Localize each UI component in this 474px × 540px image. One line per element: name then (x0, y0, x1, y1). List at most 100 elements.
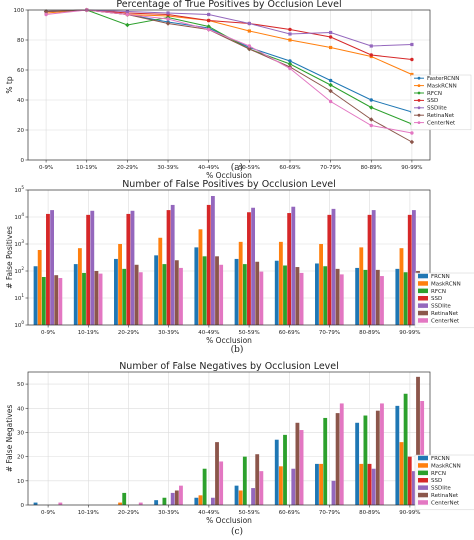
bar-RFCN (242, 456, 247, 505)
x-tick-label: 20-29% (118, 510, 139, 516)
y-tick-label: 0 (21, 503, 25, 509)
bar-FRCNN (315, 463, 319, 505)
bar-SSDlite (210, 195, 215, 325)
legend-swatch (418, 296, 428, 301)
bar-SSDlite (50, 210, 55, 325)
legend-label-MaskRCNN: MaskRCNN (431, 281, 461, 287)
bar-SSD (46, 213, 50, 325)
bar-SSDlite (411, 471, 416, 505)
data-point (410, 72, 414, 77)
bar-CenterNet (219, 264, 224, 325)
legend-label-MaskRCNN: MaskRCNN (431, 463, 461, 469)
bar-SSDlite (170, 492, 175, 505)
legend-marker (417, 91, 421, 95)
bar-SSDlite (90, 210, 95, 325)
legend-marker (417, 113, 421, 117)
bar-RetinaNet (174, 260, 179, 325)
bar-SSD (407, 214, 412, 325)
bar-MaskRCNN (319, 463, 323, 505)
bar-RFCN (242, 264, 247, 325)
x-tick-label: 10-19% (78, 510, 99, 516)
bar-RetinaNet (375, 410, 380, 505)
bar-SSDlite (291, 468, 296, 505)
x-tick-label: 50-59% (238, 510, 259, 516)
bar-FRCNN (355, 267, 360, 325)
bar-CenterNet (339, 403, 344, 505)
x-tick-label: 0-9% (39, 165, 53, 171)
bar-SSDlite (251, 488, 256, 505)
bar-SSDlite (411, 210, 416, 325)
legend-label-SSDlite: SSDlite (431, 486, 451, 492)
x-tick-label: 50-59% (239, 165, 260, 171)
series-line-SSD (46, 9, 412, 60)
y-tick-label: 50 (17, 382, 24, 388)
bar-MaskRCNN (359, 247, 364, 325)
data-point (288, 38, 292, 42)
bar-MaskRCNN (278, 466, 283, 505)
x-tick-label: 50-59% (238, 330, 259, 336)
y-axis-label: # False Positives (5, 226, 14, 289)
bar-FRCNN (355, 422, 360, 505)
bar-CenterNet (58, 502, 63, 505)
bar-SSD (166, 210, 171, 325)
legend-label-SSD: SSD (431, 296, 442, 302)
figure-caption: (b) (231, 344, 244, 355)
bar-SSD (206, 204, 211, 325)
bar-MaskRCNN (118, 244, 122, 325)
data-point (206, 24, 211, 29)
legend-marker (417, 84, 421, 87)
data-point (166, 11, 170, 15)
x-tick-label: 40-49% (198, 330, 219, 336)
x-tick-label: 30-39% (157, 165, 178, 171)
y-axis-label: % tp (5, 76, 14, 93)
data-point (410, 42, 414, 47)
data-point (288, 32, 292, 36)
data-point (288, 27, 292, 32)
data-point (369, 98, 373, 102)
chart-1: 0 20 40 60 80 100 0-9% 10-19% 20-29% 30-39% 40-49%… (5, 0, 472, 180)
bar-MaskRCNN (37, 249, 42, 325)
bar-RetinaNet (174, 490, 179, 505)
bar-SSDlite (130, 210, 135, 325)
plot-area (28, 10, 430, 160)
legend-label-SSDlite: SSDlite (427, 106, 447, 112)
bar-SSDlite (371, 210, 376, 325)
chart-title: Percentage of True Positives by Occlusio… (116, 0, 341, 10)
y-tick-label: 20 (17, 455, 24, 461)
bar-RetinaNet (335, 268, 340, 325)
data-point (125, 12, 130, 17)
x-tick-label: 90-99% (401, 165, 422, 171)
data-point (369, 44, 373, 48)
series-line-CenterNet (46, 9, 412, 134)
bar-MaskRCNN (399, 248, 404, 325)
x-tick-label: 40-49% (198, 510, 219, 516)
y-tick-label: 40 (17, 406, 24, 412)
chart-title: Number of False Negatives by Occlusion L… (119, 361, 339, 372)
bar-CenterNet (98, 273, 103, 325)
x-tick-label: 90-99% (399, 330, 420, 336)
bar-SSD (327, 214, 332, 325)
bar-FRCNN (33, 266, 38, 325)
data-point (369, 105, 374, 110)
y-tick-label: 60 (17, 68, 24, 74)
data-point (207, 12, 211, 17)
bar-RetinaNet (295, 267, 300, 325)
legend-swatch (418, 500, 428, 505)
data-point (165, 21, 171, 26)
bar-SSDlite (331, 480, 336, 505)
legend-box (410, 74, 472, 131)
legend-swatch (418, 288, 428, 294)
legend-label-RetinaNet: RetinaNet (431, 311, 459, 317)
bar-RFCN (41, 276, 46, 325)
data-point (44, 12, 48, 17)
y-tick-label: 30 (17, 430, 24, 436)
bar-CenterNet (179, 485, 183, 505)
legend-label-FRCNN: FRCNN (431, 456, 450, 462)
data-point (43, 9, 49, 14)
bar-SSDlite (331, 208, 336, 325)
data-point (410, 131, 414, 135)
bar-RFCN (162, 264, 167, 325)
x-tick-label: 90-99% (399, 510, 420, 516)
